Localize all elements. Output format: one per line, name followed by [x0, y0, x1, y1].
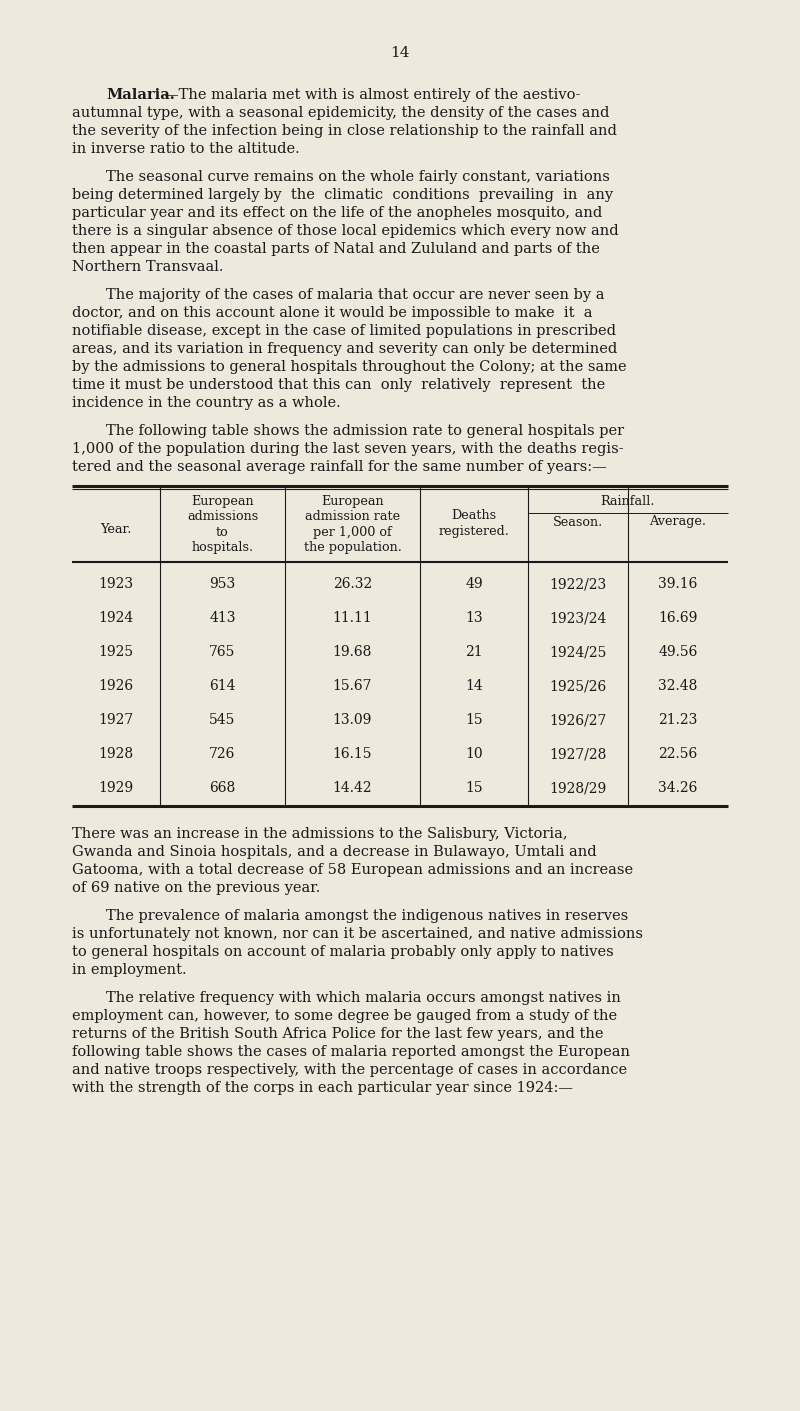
- Text: 26.32: 26.32: [333, 577, 372, 591]
- Text: Gwanda and Sinoia hospitals, and a decrease in Bulawayo, Umtali and: Gwanda and Sinoia hospitals, and a decre…: [72, 845, 597, 859]
- Text: 1924: 1924: [98, 611, 134, 625]
- Text: is unfortunately not known, nor can it be ascertained, and native admissions: is unfortunately not known, nor can it b…: [72, 927, 643, 941]
- Text: European: European: [321, 495, 384, 508]
- Text: 1927/28: 1927/28: [550, 746, 606, 761]
- Text: 15.67: 15.67: [333, 679, 372, 693]
- Text: 49: 49: [465, 577, 483, 591]
- Text: Malaria.: Malaria.: [106, 87, 174, 102]
- Text: 1923: 1923: [98, 577, 134, 591]
- Text: 19.68: 19.68: [333, 645, 372, 659]
- Text: 21: 21: [465, 645, 483, 659]
- Text: Northern Transvaal.: Northern Transvaal.: [72, 260, 223, 274]
- Text: 13: 13: [465, 611, 483, 625]
- Text: incidence in the country as a whole.: incidence in the country as a whole.: [72, 396, 341, 411]
- Text: tered and the seasonal average rainfall for the same number of years:—: tered and the seasonal average rainfall …: [72, 460, 606, 474]
- Text: 14: 14: [390, 47, 410, 61]
- Text: 1924/25: 1924/25: [550, 645, 606, 659]
- Text: time it must be understood that this can  only  relatively  represent  the: time it must be understood that this can…: [72, 378, 606, 392]
- Text: employment can, however, to some degree be gauged from a study of the: employment can, however, to some degree …: [72, 1009, 617, 1023]
- Text: —The malaria met with is almost entirely of the aestivo-: —The malaria met with is almost entirely…: [164, 87, 580, 102]
- Text: 32.48: 32.48: [658, 679, 698, 693]
- Text: The relative frequency with which malaria occurs amongst natives in: The relative frequency with which malari…: [106, 991, 621, 1005]
- Text: 765: 765: [210, 645, 236, 659]
- Text: per 1,000 of: per 1,000 of: [313, 526, 392, 539]
- Text: 22.56: 22.56: [658, 746, 698, 761]
- Text: 1926/27: 1926/27: [550, 713, 606, 727]
- Text: 39.16: 39.16: [658, 577, 698, 591]
- Text: Year.: Year.: [100, 523, 132, 536]
- Text: European: European: [191, 495, 254, 508]
- Text: areas, and its variation in frequency and severity can only be determined: areas, and its variation in frequency an…: [72, 341, 618, 356]
- Text: 49.56: 49.56: [658, 645, 698, 659]
- Text: the population.: the population.: [303, 542, 402, 555]
- Text: 1923/24: 1923/24: [550, 611, 606, 625]
- Text: admission rate: admission rate: [305, 511, 400, 523]
- Text: 668: 668: [210, 782, 236, 794]
- Text: 11.11: 11.11: [333, 611, 372, 625]
- Text: 21.23: 21.23: [658, 713, 698, 727]
- Text: there is a singular absence of those local epidemics which every now and: there is a singular absence of those loc…: [72, 224, 618, 238]
- Text: admissions: admissions: [187, 511, 258, 523]
- Text: 614: 614: [210, 679, 236, 693]
- Text: 1929: 1929: [98, 782, 134, 794]
- Text: 545: 545: [210, 713, 236, 727]
- Text: 13.09: 13.09: [333, 713, 372, 727]
- Text: the severity of the infection being in close relationship to the rainfall and: the severity of the infection being in c…: [72, 124, 617, 138]
- Text: notifiable disease, except in the case of limited populations in prescribed: notifiable disease, except in the case o…: [72, 325, 616, 339]
- Text: 1925/26: 1925/26: [550, 679, 606, 693]
- Text: following table shows the cases of malaria reported amongst the European: following table shows the cases of malar…: [72, 1046, 630, 1060]
- Text: The seasonal curve remains on the whole fairly constant, variations: The seasonal curve remains on the whole …: [106, 169, 610, 183]
- Text: 726: 726: [210, 746, 236, 761]
- Text: 1,000 of the population during the last seven years, with the deaths regis-: 1,000 of the population during the last …: [72, 442, 624, 456]
- Text: in inverse ratio to the altitude.: in inverse ratio to the altitude.: [72, 143, 300, 157]
- Text: registered.: registered.: [438, 525, 510, 538]
- Text: and native troops respectively, with the percentage of cases in accordance: and native troops respectively, with the…: [72, 1062, 627, 1077]
- Text: returns of the British South Africa Police for the last few years, and the: returns of the British South Africa Poli…: [72, 1027, 603, 1041]
- Text: 953: 953: [210, 577, 236, 591]
- Text: by the admissions to general hospitals throughout the Colony; at the same: by the admissions to general hospitals t…: [72, 360, 626, 374]
- Text: with the strength of the corps in each particular year since 1924:—: with the strength of the corps in each p…: [72, 1081, 573, 1095]
- Text: 1927: 1927: [98, 713, 134, 727]
- Text: 1926: 1926: [98, 679, 134, 693]
- Text: to: to: [216, 526, 229, 539]
- Text: 16.69: 16.69: [658, 611, 698, 625]
- Text: 15: 15: [465, 713, 483, 727]
- Text: 14: 14: [465, 679, 483, 693]
- Text: to general hospitals on account of malaria probably only apply to natives: to general hospitals on account of malar…: [72, 945, 614, 959]
- Text: 16.15: 16.15: [333, 746, 372, 761]
- Text: of 69 native on the previous year.: of 69 native on the previous year.: [72, 880, 320, 895]
- Text: 15: 15: [465, 782, 483, 794]
- Text: Average.: Average.: [650, 515, 706, 529]
- Text: 1928: 1928: [98, 746, 134, 761]
- Text: Gatooma, with a total decrease of 58 European admissions and an increase: Gatooma, with a total decrease of 58 Eur…: [72, 864, 633, 878]
- Text: hospitals.: hospitals.: [191, 542, 254, 555]
- Text: The following table shows the admission rate to general hospitals per: The following table shows the admission …: [106, 423, 624, 437]
- Text: being determined largely by  the  climatic  conditions  prevailing  in  any: being determined largely by the climatic…: [72, 188, 613, 202]
- Text: in employment.: in employment.: [72, 962, 186, 976]
- Text: particular year and its effect on the life of the anopheles mosquito, and: particular year and its effect on the li…: [72, 206, 602, 220]
- Text: There was an increase in the admissions to the Salisbury, Victoria,: There was an increase in the admissions …: [72, 827, 568, 841]
- Text: doctor, and on this account alone it would be impossible to make  it  a: doctor, and on this account alone it wou…: [72, 306, 593, 320]
- Text: 1925: 1925: [98, 645, 134, 659]
- Text: 10: 10: [465, 746, 483, 761]
- Text: Rainfall.: Rainfall.: [601, 495, 655, 508]
- Text: autumnal type, with a seasonal epidemicity, the density of the cases and: autumnal type, with a seasonal epidemici…: [72, 106, 610, 120]
- Text: The majority of the cases of malaria that occur are never seen by a: The majority of the cases of malaria tha…: [106, 288, 605, 302]
- Text: Season.: Season.: [553, 515, 603, 529]
- Text: then appear in the coastal parts of Natal and Zululand and parts of the: then appear in the coastal parts of Nata…: [72, 243, 600, 255]
- Text: The prevalence of malaria amongst the indigenous natives in reserves: The prevalence of malaria amongst the in…: [106, 909, 628, 923]
- Text: Deaths: Deaths: [451, 509, 497, 522]
- Text: 1928/29: 1928/29: [550, 782, 606, 794]
- Text: 34.26: 34.26: [658, 782, 698, 794]
- Text: 413: 413: [210, 611, 236, 625]
- Text: 14.42: 14.42: [333, 782, 372, 794]
- Text: 1922/23: 1922/23: [550, 577, 606, 591]
